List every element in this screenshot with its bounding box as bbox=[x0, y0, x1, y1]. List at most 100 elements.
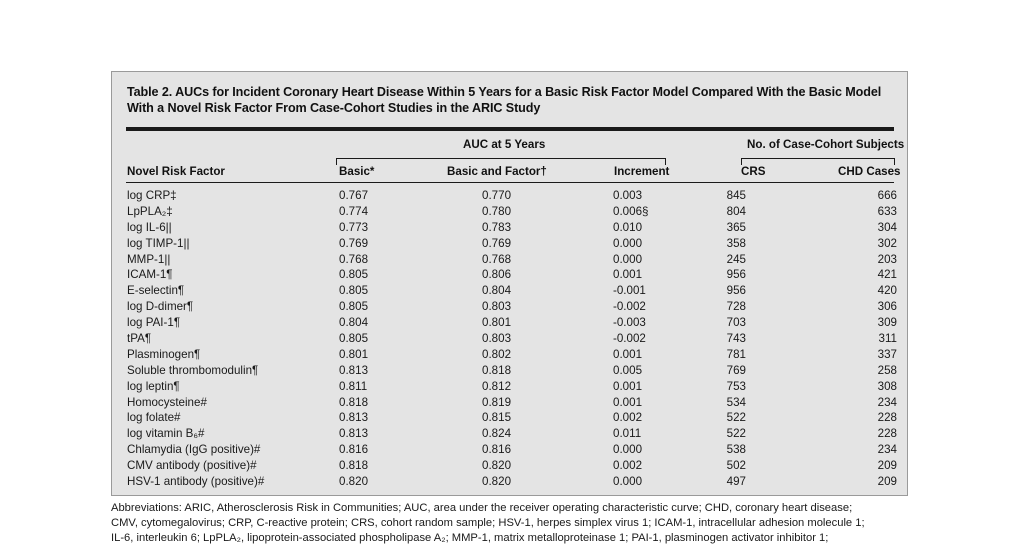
increment-cell: -0.002 bbox=[613, 300, 646, 314]
basic-auc-cell: 0.805 bbox=[339, 284, 369, 298]
crs-count-cell: 781 bbox=[726, 347, 746, 361]
increment-cell: 0.006§ bbox=[613, 204, 649, 218]
increment-cell: 0.000 bbox=[613, 475, 643, 489]
table-row: CMV antibody (positive)# 0.818 0.820 0.002 5… bbox=[126, 458, 897, 474]
crs-count-cell: 497 bbox=[726, 475, 746, 489]
basic-and-factor-auc-cell: 0.803 bbox=[482, 332, 512, 346]
basic-auc-cell: 0.804 bbox=[339, 316, 369, 330]
basic-auc-cell: 0.818 bbox=[339, 395, 369, 409]
header-auc-group: AUC at 5 Years bbox=[463, 138, 546, 151]
basic-and-factor-auc-cell: 0.770 bbox=[482, 189, 512, 202]
increment-cell: 0.005 bbox=[613, 363, 643, 377]
basic-and-factor-auc-cell: 0.818 bbox=[482, 363, 512, 377]
basic-and-factor-auc-cell: 0.780 bbox=[482, 204, 512, 218]
crs-count-cell: 728 bbox=[726, 300, 746, 314]
basic-auc-cell: 0.820 bbox=[339, 475, 369, 489]
table-row: log CRP‡ 0.767 0.770 0.003 845 666 bbox=[126, 188, 897, 204]
chd-cases-cell: 302 bbox=[877, 236, 897, 250]
chd-cases-cell: 304 bbox=[877, 220, 897, 234]
basic-auc-cell: 0.805 bbox=[339, 300, 369, 314]
increment-cell: 0.002 bbox=[613, 459, 643, 473]
crs-count-cell: 522 bbox=[726, 411, 746, 425]
basic-and-factor-auc-cell: 0.815 bbox=[482, 411, 512, 425]
header-basic: Basic* bbox=[339, 165, 375, 178]
basic-auc-cell: 0.805 bbox=[339, 268, 369, 282]
basic-and-factor-auc-cell: 0.819 bbox=[482, 395, 512, 409]
crs-count-cell: 769 bbox=[726, 363, 746, 377]
chd-cases-cell: 209 bbox=[877, 475, 897, 489]
increment-cell: 0.000 bbox=[613, 443, 643, 457]
risk-factor-cell: LpPLA₂‡ bbox=[127, 204, 173, 218]
chd-cases-cell: 258 bbox=[877, 363, 897, 377]
risk-factor-cell: log TIMP-1|| bbox=[127, 236, 190, 250]
abbreviations-line-1: Abbreviations: ARIC, Atherosclerosis Ris… bbox=[111, 502, 853, 514]
increment-cell: 0.000 bbox=[613, 236, 643, 250]
basic-auc-cell: 0.813 bbox=[339, 411, 369, 425]
chd-cases-cell: 228 bbox=[877, 427, 897, 441]
basic-auc-cell: 0.769 bbox=[339, 236, 369, 250]
chd-cases-cell: 308 bbox=[877, 379, 897, 393]
header-crs: CRS bbox=[741, 165, 766, 178]
table-row: Chlamydia (IgG positive)# 0.816 0.816 0.000… bbox=[126, 442, 897, 458]
table-row: Homocysteine# 0.818 0.819 0.001 534 234 bbox=[126, 395, 897, 411]
caption-line-2: With a Novel Risk Factor From Case-Cohor… bbox=[127, 101, 541, 115]
table-row: ICAM-1¶ 0.805 0.806 0.001 956 421 bbox=[126, 267, 897, 283]
chd-cases-cell: 234 bbox=[877, 395, 897, 409]
risk-factor-cell: Plasminogen¶ bbox=[127, 347, 201, 361]
table-row: log IL-6|| 0.773 0.783 0.010 365 304 bbox=[126, 220, 897, 236]
crs-count-cell: 743 bbox=[726, 332, 746, 346]
table-row: MMP-1|| 0.768 0.768 0.000 245 203 bbox=[126, 252, 897, 268]
crs-count-cell: 365 bbox=[726, 220, 746, 234]
increment-cell: 0.001 bbox=[613, 347, 643, 361]
chd-cases-cell: 666 bbox=[877, 189, 897, 202]
basic-auc-cell: 0.816 bbox=[339, 443, 369, 457]
crs-count-cell: 502 bbox=[726, 459, 746, 473]
risk-factor-cell: log PAI-1¶ bbox=[127, 316, 181, 330]
table-body: log CRP‡ 0.767 0.770 0.003 845 666 LpPLA₂‡ 0.77… bbox=[126, 188, 897, 490]
header-basic-and-factor: Basic and Factor† bbox=[447, 165, 547, 178]
table-row: E-selectin¶ 0.805 0.804 -0.001 956 420 bbox=[126, 283, 897, 299]
crs-count-cell: 753 bbox=[726, 379, 746, 393]
basic-auc-cell: 0.773 bbox=[339, 220, 369, 234]
abbreviations-footnote: Abbreviations: ARIC, Atherosclerosis Ris… bbox=[111, 501, 911, 546]
crs-count-cell: 703 bbox=[726, 316, 746, 330]
basic-and-factor-auc-cell: 0.820 bbox=[482, 459, 512, 473]
risk-factor-cell: log folate# bbox=[127, 411, 181, 425]
risk-factor-cell: CMV antibody (positive)# bbox=[127, 459, 257, 473]
basic-auc-cell: 0.813 bbox=[339, 363, 369, 377]
crs-count-cell: 956 bbox=[726, 284, 746, 298]
crs-count-cell: 845 bbox=[726, 189, 746, 202]
basic-and-factor-auc-cell: 0.768 bbox=[482, 252, 512, 266]
crs-count-cell: 538 bbox=[726, 443, 746, 457]
top-rule bbox=[126, 127, 894, 131]
table-panel: Table 2. AUCs for Incident Coronary Hear… bbox=[111, 71, 908, 496]
risk-factor-cell: log D-dimer¶ bbox=[127, 300, 194, 314]
risk-factor-cell: log leptin¶ bbox=[127, 379, 180, 393]
table-row: log D-dimer¶ 0.805 0.803 -0.002 728 306 bbox=[126, 299, 897, 315]
risk-factor-cell: log vitamin B₆# bbox=[127, 427, 205, 441]
table-row: Plasminogen¶ 0.801 0.802 0.001 781 337 bbox=[126, 347, 897, 363]
increment-cell: -0.001 bbox=[613, 284, 646, 298]
basic-and-factor-auc-cell: 0.812 bbox=[482, 379, 512, 393]
increment-cell: -0.003 bbox=[613, 316, 646, 330]
risk-factor-cell: tPA¶ bbox=[127, 332, 152, 346]
basic-auc-cell: 0.767 bbox=[339, 189, 369, 202]
basic-auc-cell: 0.774 bbox=[339, 204, 369, 218]
basic-and-factor-auc-cell: 0.783 bbox=[482, 220, 512, 234]
basic-auc-cell: 0.768 bbox=[339, 252, 369, 266]
basic-auc-cell: 0.811 bbox=[339, 379, 368, 393]
increment-cell: 0.003 bbox=[613, 189, 643, 202]
increment-cell: 0.002 bbox=[613, 411, 643, 425]
header-increment: Increment bbox=[614, 165, 670, 178]
crs-count-cell: 956 bbox=[726, 268, 746, 282]
table-row: HSV-1 antibody (positive)# 0.820 0.820 0.00… bbox=[126, 474, 897, 490]
increment-cell: 0.010 bbox=[613, 220, 643, 234]
basic-and-factor-auc-cell: 0.804 bbox=[482, 284, 512, 298]
chd-cases-cell: 311 bbox=[878, 332, 897, 346]
basic-and-factor-auc-cell: 0.802 bbox=[482, 347, 512, 361]
table-row: log PAI-1¶ 0.804 0.801 -0.003 703 309 bbox=[126, 315, 897, 331]
basic-and-factor-auc-cell: 0.820 bbox=[482, 475, 512, 489]
chd-cases-cell: 420 bbox=[877, 284, 897, 298]
table-row: log folate# 0.813 0.815 0.002 522 228 bbox=[126, 410, 897, 426]
crs-count-cell: 358 bbox=[726, 236, 746, 250]
